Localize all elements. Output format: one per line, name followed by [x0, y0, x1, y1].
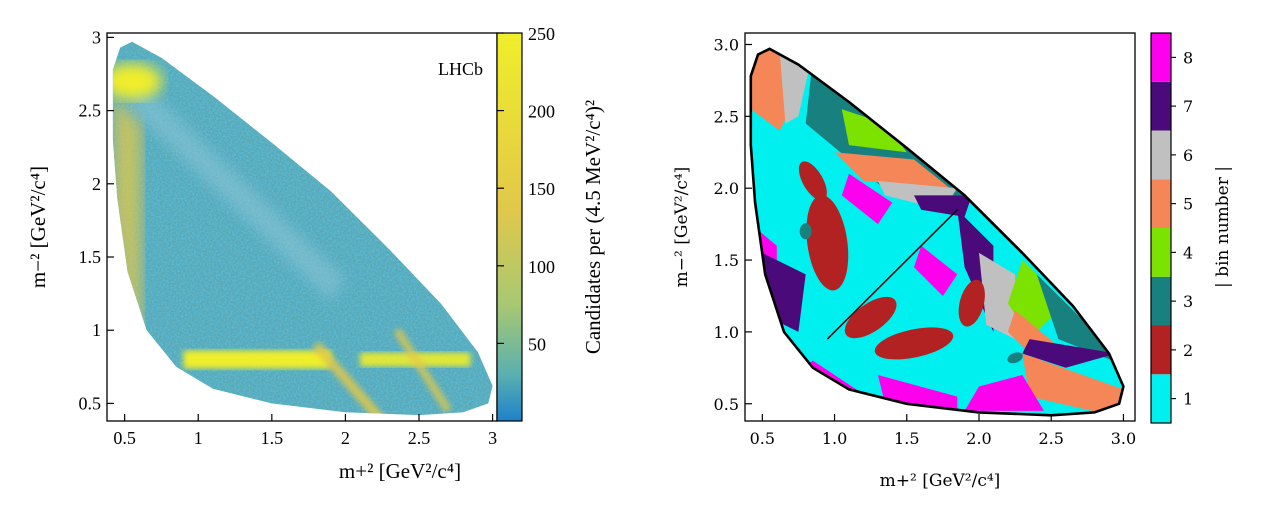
left-colorbar-tick-label: 50: [528, 334, 546, 354]
left-colorbar-tick-label: 100: [528, 257, 555, 277]
right-y-axis-label: m−² [GeV²/c⁴]: [672, 167, 692, 288]
left-colorbar-tick-label: 150: [528, 179, 555, 199]
left-x-axis-label: m+² [GeV²/c⁴]: [339, 459, 461, 483]
left-x-tick-label: 1: [194, 428, 203, 448]
right-y-tick-label: 2.5: [714, 107, 739, 126]
right-colorbar-tick-label: 2: [1183, 341, 1193, 360]
lhcb-label: LHCb: [438, 59, 483, 79]
right-colorbar-tick-label: 8: [1183, 48, 1193, 67]
left-colorbar: 50 100 150 200 250 Candidates per (4.5 MeV²/…: [497, 24, 605, 421]
figure: 0.5 1 1.5 2 2.5 3 0.5 1 1.5 2 2.5 3 LHCb m+² [GeV²/…: [0, 0, 1261, 507]
right-y-tick-label: 1.0: [714, 323, 739, 342]
left-colorbar-tick-label: 200: [528, 102, 555, 122]
right-x-tick-label: 1.5: [894, 429, 919, 448]
right-x-axis-label: m+² [GeV²/c⁴]: [880, 471, 1001, 491]
right-colorbar-swatch-7: [1151, 82, 1171, 131]
right-x-tick-label: 2.0: [966, 429, 991, 448]
left-plot: 0.5 1 1.5 2 2.5 3 0.5 1 1.5 2 2.5 3 LHCb m+² [GeV²/…: [26, 27, 497, 506]
right-colorbar-swatch-1: [1151, 374, 1171, 423]
right-colorbar-label: | bin number |: [1213, 166, 1233, 288]
left-y-tick-label: 0.5: [79, 393, 102, 413]
left-y-axis-label: m−² [GeV²/c⁴]: [26, 166, 50, 288]
right-colorbar-swatch-3: [1151, 277, 1171, 326]
left-upper-blob: [102, 63, 162, 99]
left-colorbar-tick-label: 250: [528, 24, 555, 44]
left-x-tick-label: 3: [488, 428, 497, 448]
right-y-tick-label: 3.0: [714, 35, 739, 54]
left-y-tick-label: 2.5: [79, 101, 102, 121]
left-x-tick-label: 1.5: [261, 428, 284, 448]
right-x-tick-label: 0.5: [750, 429, 775, 448]
right-y-tick-label: 0.5: [714, 395, 739, 414]
right-colorbar-swatch-6: [1151, 131, 1171, 180]
left-edge-band: [113, 96, 142, 330]
left-horizontal-band: [184, 351, 331, 369]
right-colorbar-swatch-5: [1151, 179, 1171, 228]
right-colorbar-tick-label: 7: [1183, 97, 1193, 116]
right-x-tick-label: 2.5: [1038, 429, 1063, 448]
right-colorbar-tick-label: 3: [1183, 292, 1193, 311]
right-y-tick-label: 1.5: [714, 251, 739, 270]
left-y-tick-label: 1: [92, 320, 101, 340]
right-colorbar-swatch-8: [1151, 33, 1171, 82]
right-colorbar-tick-label: 5: [1183, 195, 1193, 214]
right-y-tick-label: 2.0: [714, 179, 739, 198]
right-colorbar-swatch-2: [1151, 326, 1171, 375]
right-colorbar-tick-label: 1: [1183, 390, 1193, 409]
right-colorbar-tick-label: 6: [1183, 146, 1193, 165]
right-colorbar-tick-label: 4: [1183, 243, 1193, 262]
right-x-tick-label: 3.0: [1111, 429, 1136, 448]
left-x-tick-label: 2: [341, 428, 350, 448]
bin-region-3c: [800, 223, 812, 239]
left-density-map: [102, 33, 497, 506]
right-x-tick-label: 1.0: [822, 429, 847, 448]
right-colorbar: 1 2 3 4 5 6 7 8 | bin number |: [1151, 33, 1233, 423]
left-y-tick-label: 1.5: [79, 247, 102, 267]
left-y-tick-label: 3: [92, 27, 101, 47]
left-colorbar-label: Candidates per (4.5 MeV²/c⁴)²: [581, 100, 605, 354]
left-x-tick-label: 2.5: [408, 428, 431, 448]
left-x-tick-label: 0.5: [113, 428, 136, 448]
right-plot: 0.5 1.0 1.5 2.0 2.5 3.0 0.5 1.0 1.5 2.0 2.5 3.0 m+²…: [672, 33, 1136, 491]
right-colorbar-swatch-4: [1151, 228, 1171, 277]
left-y-tick-label: 2: [92, 174, 101, 194]
